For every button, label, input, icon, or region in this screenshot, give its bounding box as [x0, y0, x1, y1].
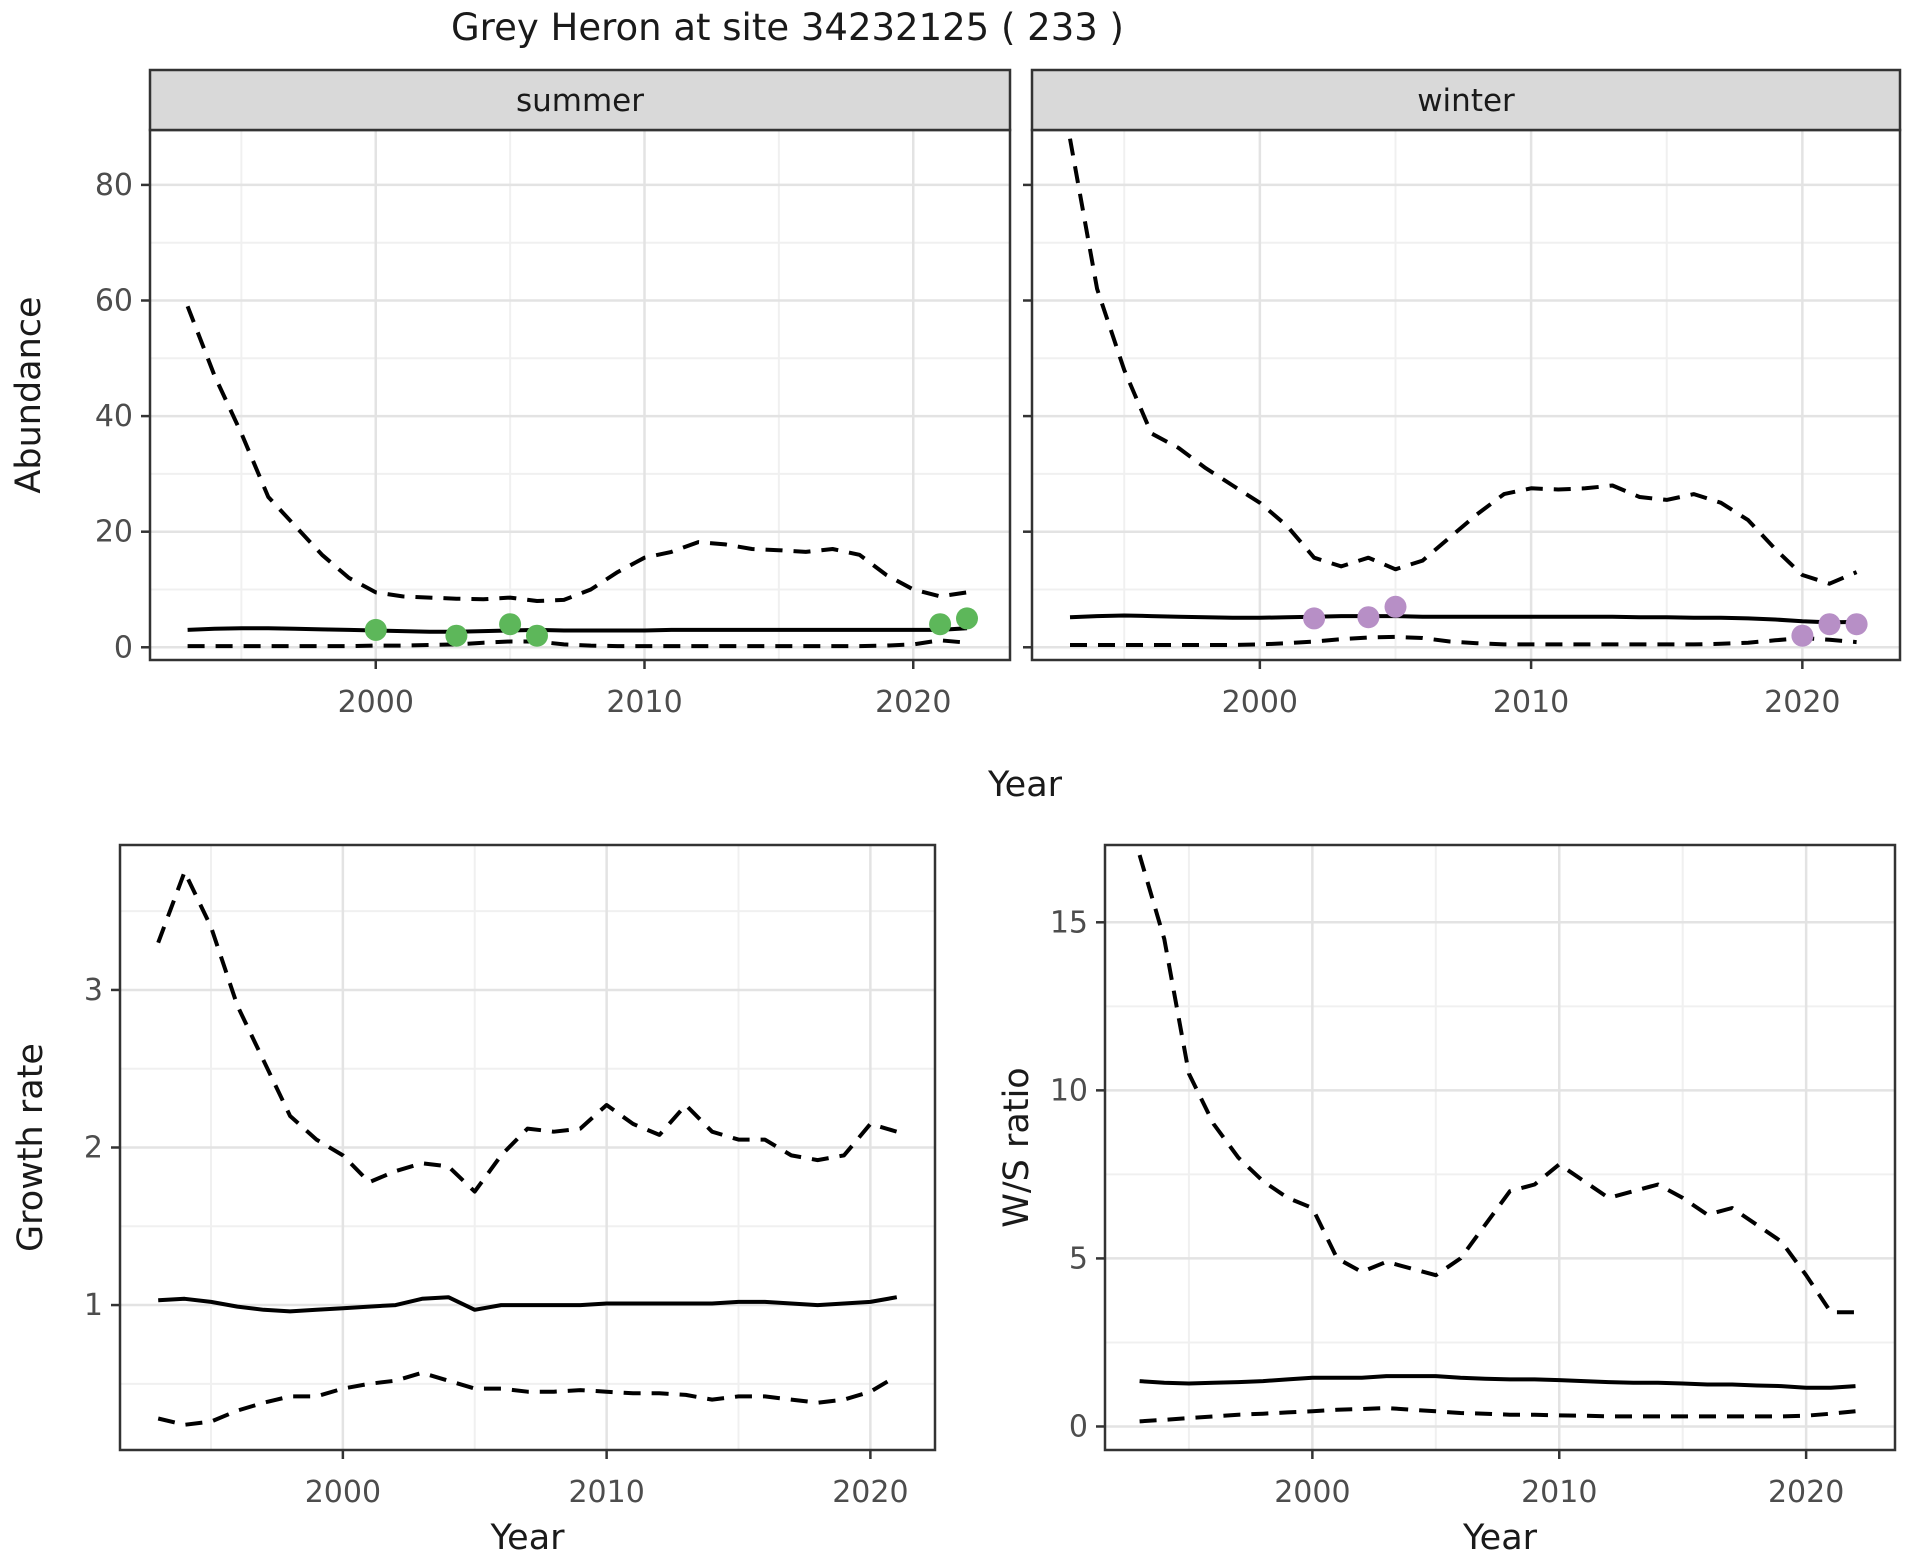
series-group-abundance-winter	[1068, 138, 1858, 647]
observed-counts-summer	[956, 607, 978, 630]
x-tick-label: 2010	[568, 1475, 644, 1510]
series-group-abundance-summer	[185, 305, 968, 649]
observed-counts-summer	[499, 613, 522, 636]
panel-background	[1105, 845, 1895, 1450]
x-axis-title: Year	[987, 765, 1063, 805]
series-line-lower-ci	[157, 1370, 898, 1427]
y-tick-label: 20	[95, 515, 133, 550]
series-line-lower-ci	[187, 638, 968, 649]
panel-background	[150, 130, 1010, 660]
series-line-median	[158, 1295, 898, 1314]
series-line-upper-ci	[1137, 854, 1856, 1315]
facet-label: summer	[516, 83, 644, 119]
observed-counts-winter	[1303, 607, 1326, 630]
y-tick-label: 3	[84, 973, 103, 1008]
y-tick-label: 5	[1069, 1241, 1088, 1276]
x-tick-label: 2020	[1768, 1475, 1844, 1510]
observed-counts-summer	[929, 613, 952, 636]
observed-counts-winter	[1845, 613, 1868, 636]
panel-abundance-winter: 2000 2010 2020 winter	[1023, 68, 1902, 720]
facet-strip	[148, 68, 1012, 132]
facet-label: winter	[1417, 83, 1515, 119]
y-tick-label: 10	[1050, 1073, 1088, 1108]
series-line-lower-ci	[1139, 1406, 1856, 1424]
y-axis-title: Growth rate	[11, 1043, 51, 1252]
x-axis-title: Year	[489, 1518, 565, 1558]
observed-counts-summer	[445, 624, 468, 647]
observed-counts-winter	[1357, 606, 1380, 629]
x-tick-label: 2000	[338, 685, 414, 720]
y-tick-label: 2	[84, 1131, 103, 1166]
chart-title: Grey Heron at site 34232125 ( 233 )	[451, 6, 1124, 49]
y-tick-label: 1	[84, 1288, 103, 1323]
x-axis-title: Year	[1462, 1518, 1538, 1558]
x-tick-label: 2020	[1764, 685, 1840, 720]
x-tick-label: 2010	[606, 685, 682, 720]
x-tick-label: 2020	[875, 685, 951, 720]
y-tick-label: 40	[95, 399, 133, 434]
x-tick-label: 2010	[1493, 685, 1569, 720]
series-line-upper-ci	[156, 869, 898, 1194]
x-tick-label: 2000	[305, 1475, 381, 1510]
series-line-upper-ci	[185, 305, 968, 603]
observed-counts-summer	[364, 618, 387, 641]
series-line-upper-ci	[1068, 138, 1858, 586]
y-tick-label: 60	[95, 284, 133, 319]
series-group-growth-rate	[156, 869, 898, 1427]
y-tick-label: 80	[95, 168, 133, 203]
y-tick-label: 0	[1069, 1409, 1088, 1444]
y-tick-label: 15	[1050, 905, 1088, 940]
series-line-median	[187, 626, 968, 634]
panel-growth-rate: 2000 2010 2020 1 2 3 Growth rate Year	[11, 843, 937, 1558]
observed-counts-winter	[1384, 595, 1407, 618]
observed-counts-winter	[1818, 613, 1841, 636]
x-tick-label: 2000	[1222, 685, 1298, 720]
panel-background	[1032, 130, 1900, 660]
y-axis-title: Abundance	[9, 296, 49, 493]
series-line-median	[1139, 1374, 1856, 1390]
observed-counts-summer	[526, 624, 548, 647]
x-tick-label: 2000	[1274, 1475, 1350, 1510]
panel-border	[1103, 843, 1897, 1452]
panel-abundance-summer: 2000 2010 2020 0 20 40 60 80 summer Abundance Year	[9, 68, 1063, 805]
panel-ws-ratio: 2000 2010 2020 0 5 10 15 W/S ratio Year	[997, 843, 1897, 1558]
x-tick-label: 2020	[832, 1475, 908, 1510]
x-tick-label: 2010	[1521, 1475, 1597, 1510]
y-axis-title: W/S ratio	[997, 1067, 1037, 1227]
series-group-ws-ratio	[1137, 854, 1856, 1424]
series-line-median	[1069, 613, 1857, 625]
series-line-lower-ci	[1070, 634, 1857, 647]
observed-counts-winter	[1791, 624, 1814, 647]
y-tick-label: 0	[114, 630, 133, 665]
facet-strip	[1030, 68, 1902, 132]
